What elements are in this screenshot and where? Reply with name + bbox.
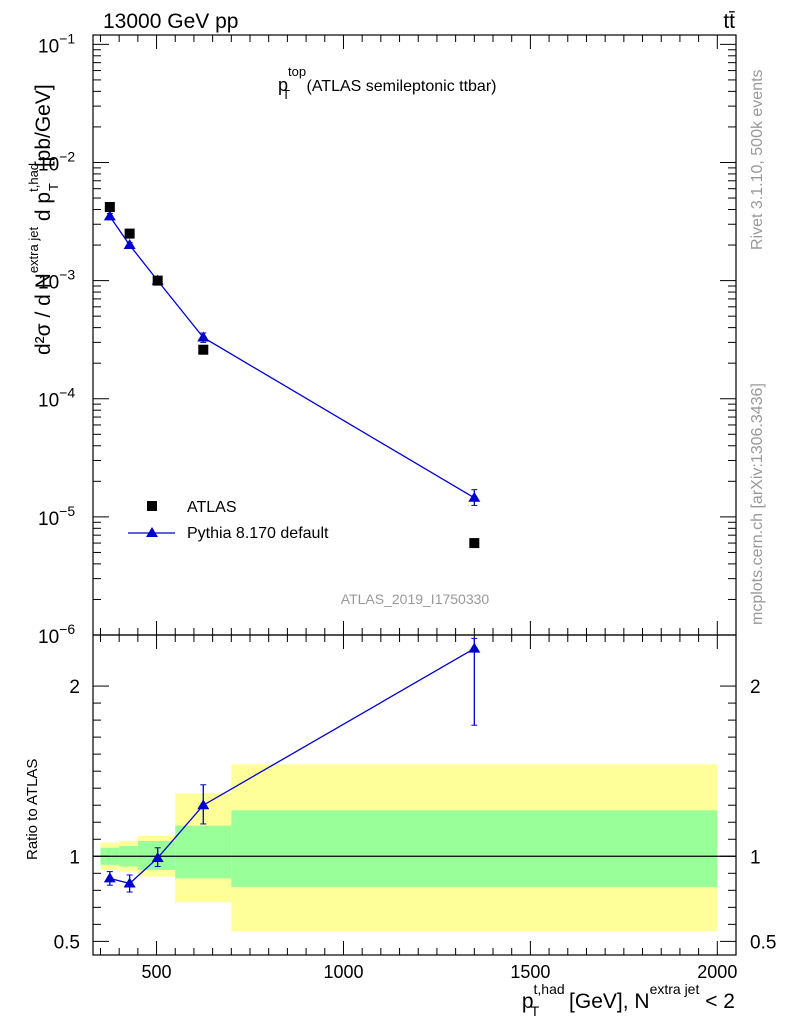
- mc-point: [468, 491, 481, 502]
- ratio-mc-point: [197, 799, 210, 810]
- xlabel-mid: [GeV], N: [563, 990, 649, 1013]
- mc-point: [197, 331, 210, 342]
- title-sup: top: [288, 64, 306, 79]
- ylabel-units: [pb/GeV]: [32, 84, 55, 173]
- mc-point: [103, 210, 116, 221]
- ratio-ytick-label-right: 2: [750, 677, 761, 698]
- xlabel-p: p: [522, 990, 534, 1013]
- xlabel-tail: < 2: [699, 990, 735, 1013]
- legend-mc-label: Pythia 8.170 default: [187, 525, 329, 542]
- ratio-ytick-label-right: 1: [750, 847, 761, 868]
- ratio-frame: [92, 634, 737, 956]
- ylabel-sup1: extra jet: [26, 227, 41, 274]
- title-sub: T: [282, 87, 290, 102]
- atlas-point: [198, 344, 209, 355]
- atlas-point: [469, 538, 480, 549]
- x-tick-label: 2000: [697, 962, 737, 982]
- header-left: 13000 GeV pp: [103, 10, 238, 33]
- ylabel-mid: d p: [32, 192, 55, 227]
- ratio-ytick-label: 0.5: [54, 932, 80, 953]
- atlas-point: [152, 275, 163, 286]
- ylabel-sup2: t,had: [26, 163, 41, 192]
- legend-atlas-label: ATLAS: [187, 499, 237, 516]
- band-inner: [231, 810, 718, 887]
- ratio-mc-point: [151, 851, 164, 862]
- ratio-mc-point: [468, 642, 481, 653]
- watermark: ATLAS_2019_I1750330: [341, 591, 490, 607]
- y-tick-label: 10−2: [38, 148, 75, 175]
- main-title: ptop T (ATLAS semileptonic ttbar): [278, 64, 496, 102]
- y-tick-label: 10−4: [38, 385, 75, 412]
- x-tick-label: 1000: [323, 962, 363, 982]
- legend-mc-marker: [146, 527, 158, 537]
- x-tick-label: 1500: [510, 962, 550, 982]
- x-tick-label: 500: [142, 962, 172, 982]
- title-rest: (ATLAS semileptonic ttbar): [302, 78, 496, 95]
- y-tick-label: 10−5: [38, 503, 75, 530]
- mc-point: [123, 239, 136, 250]
- legend-atlas-marker: [147, 501, 157, 511]
- main-frame: [92, 34, 737, 636]
- band-inner: [175, 825, 232, 879]
- title-p: p: [278, 75, 288, 95]
- ratio-ytick-label-right: 0.5: [750, 932, 776, 953]
- y-tick-label: 10−3: [38, 267, 75, 294]
- rivet-label: Rivet 3.1.10, 500k events: [749, 69, 766, 250]
- ylabel-sub2: T: [46, 183, 61, 191]
- atlas-point: [124, 228, 135, 239]
- ratio-ytick-label: 2: [69, 677, 80, 698]
- ratio-ylabel: Ratio to ATLAS: [24, 759, 41, 860]
- ratio-ytick-label: 1: [69, 847, 80, 868]
- ylabel-d2sigma: d²σ / d N: [32, 273, 55, 355]
- xlabel: pt,had T [GeV], Nextra jet < 2: [522, 981, 735, 1019]
- y-tick-label: 10−6: [38, 621, 75, 648]
- mcplots-label: mcplots.cern.ch [arXiv:1306.3436]: [749, 383, 766, 625]
- xlabel-sup2: extra jet: [650, 981, 700, 997]
- y-tick-label: 10−1: [38, 30, 75, 57]
- ratio-mc-point: [123, 877, 136, 888]
- main-ylabel: d²σ / d Nextra jet d pt,had T [pb/GeV]: [26, 84, 61, 355]
- mc-line: [109, 215, 475, 499]
- ratio-mc-point: [103, 872, 116, 883]
- atlas-point: [104, 201, 115, 212]
- header-right: tt̄: [723, 10, 735, 33]
- xlabel-sup1: t,had: [534, 981, 565, 997]
- xlabel-sub1: T: [531, 1003, 540, 1019]
